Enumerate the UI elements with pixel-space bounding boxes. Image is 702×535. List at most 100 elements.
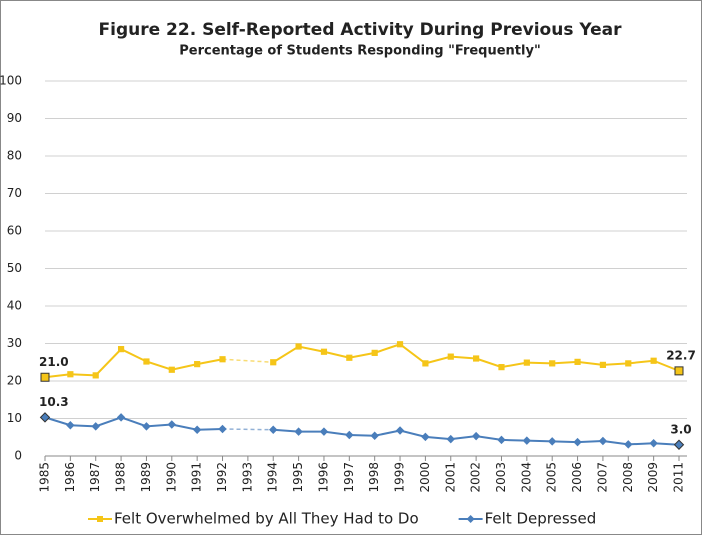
legend-marker bbox=[466, 515, 475, 523]
x-tick-label: 2005 bbox=[545, 462, 559, 493]
x-tick-label: 1990 bbox=[164, 462, 178, 493]
y-tick-label: 60 bbox=[7, 224, 22, 238]
point bbox=[673, 439, 685, 450]
y-tick-label: 30 bbox=[7, 336, 22, 350]
point bbox=[573, 437, 582, 447]
y-tick-label: 90 bbox=[7, 111, 22, 125]
y-tick-label: 80 bbox=[7, 149, 22, 163]
point bbox=[143, 358, 150, 365]
x-tick-label: 2004 bbox=[519, 462, 533, 493]
x-tick-label: 1999 bbox=[393, 462, 407, 493]
point bbox=[522, 436, 532, 445]
point bbox=[422, 360, 429, 367]
x-tick-label: 1994 bbox=[266, 462, 280, 493]
point bbox=[219, 356, 226, 363]
point bbox=[371, 349, 378, 356]
x-tick-label: 1993 bbox=[240, 462, 254, 493]
x-tick-label: 1989 bbox=[139, 462, 153, 493]
y-tick-label: 70 bbox=[7, 186, 22, 200]
point bbox=[39, 412, 51, 423]
data-label: 3.0 bbox=[670, 422, 691, 436]
point bbox=[295, 343, 302, 350]
point bbox=[625, 360, 632, 367]
point bbox=[370, 431, 379, 440]
x-tick-label: 1998 bbox=[367, 462, 381, 493]
point bbox=[598, 436, 608, 446]
point bbox=[117, 346, 125, 353]
point bbox=[574, 358, 581, 365]
point bbox=[167, 420, 177, 429]
x-tick-label: 1997 bbox=[342, 462, 356, 493]
x-tick-label: 1988 bbox=[114, 462, 128, 493]
point bbox=[142, 422, 151, 431]
point bbox=[395, 426, 405, 435]
x-tick-label: 2003 bbox=[494, 462, 508, 493]
y-tick-label: 100 bbox=[0, 74, 22, 88]
x-tick-label: 2001 bbox=[443, 462, 457, 493]
point bbox=[473, 355, 480, 362]
data-label: 21.0 bbox=[39, 355, 69, 369]
x-tick-label: 1996 bbox=[316, 462, 330, 493]
point bbox=[650, 357, 657, 364]
point bbox=[497, 435, 506, 445]
x-tick-label: 1987 bbox=[88, 462, 102, 493]
x-tick-label: 2008 bbox=[621, 462, 635, 493]
point bbox=[192, 425, 202, 434]
point bbox=[194, 361, 201, 368]
chart-subtitle: Percentage of Students Responding "Frequ… bbox=[179, 44, 540, 59]
point bbox=[218, 424, 227, 434]
gap-bridge bbox=[222, 428, 274, 431]
legend-label: Felt Depressed bbox=[485, 510, 597, 528]
point bbox=[320, 348, 328, 355]
x-tick-label: 2009 bbox=[646, 462, 660, 493]
x-tick-label: 2007 bbox=[595, 462, 609, 493]
point bbox=[471, 431, 481, 441]
point bbox=[547, 437, 557, 446]
x-tick-label: 2006 bbox=[570, 462, 584, 493]
point bbox=[40, 372, 50, 382]
y-tick-label: 20 bbox=[7, 374, 22, 388]
x-tick-label: 1985 bbox=[38, 462, 52, 493]
x-tick-label: 1995 bbox=[291, 462, 305, 493]
data-label: 10.3 bbox=[39, 395, 69, 409]
point bbox=[649, 439, 658, 448]
y-tick-label: 50 bbox=[7, 261, 22, 275]
point bbox=[447, 353, 454, 360]
point bbox=[674, 366, 684, 376]
data-label: 22.7 bbox=[666, 348, 696, 362]
point bbox=[319, 427, 329, 436]
x-tick-label: 2000 bbox=[418, 462, 432, 493]
x-tick-label: 2002 bbox=[469, 462, 483, 493]
point bbox=[624, 440, 633, 449]
point bbox=[346, 354, 353, 361]
y-tick-label: 40 bbox=[7, 299, 22, 313]
legend-marker bbox=[97, 516, 103, 522]
point bbox=[92, 372, 99, 379]
point bbox=[446, 434, 455, 444]
point bbox=[67, 371, 74, 378]
point bbox=[549, 360, 556, 367]
y-tick-label: 0 bbox=[14, 449, 22, 463]
point bbox=[269, 425, 278, 434]
point bbox=[523, 359, 530, 366]
x-tick-label: 2011 bbox=[672, 462, 686, 493]
point bbox=[270, 359, 277, 366]
point bbox=[345, 430, 354, 440]
point bbox=[294, 427, 303, 436]
point bbox=[599, 361, 607, 368]
point bbox=[66, 421, 75, 430]
point bbox=[116, 413, 126, 422]
legend-label: Felt Overwhelmed by All They Had to Do bbox=[114, 510, 419, 528]
point bbox=[396, 341, 404, 348]
point bbox=[421, 432, 430, 442]
chart-title: Figure 22. Self-Reported Activity During… bbox=[99, 20, 623, 40]
point bbox=[91, 422, 100, 431]
x-tick-label: 1991 bbox=[190, 462, 204, 493]
point bbox=[498, 364, 505, 371]
gap-bridge bbox=[222, 358, 274, 363]
point bbox=[168, 366, 175, 373]
x-tick-label: 1986 bbox=[63, 462, 77, 493]
